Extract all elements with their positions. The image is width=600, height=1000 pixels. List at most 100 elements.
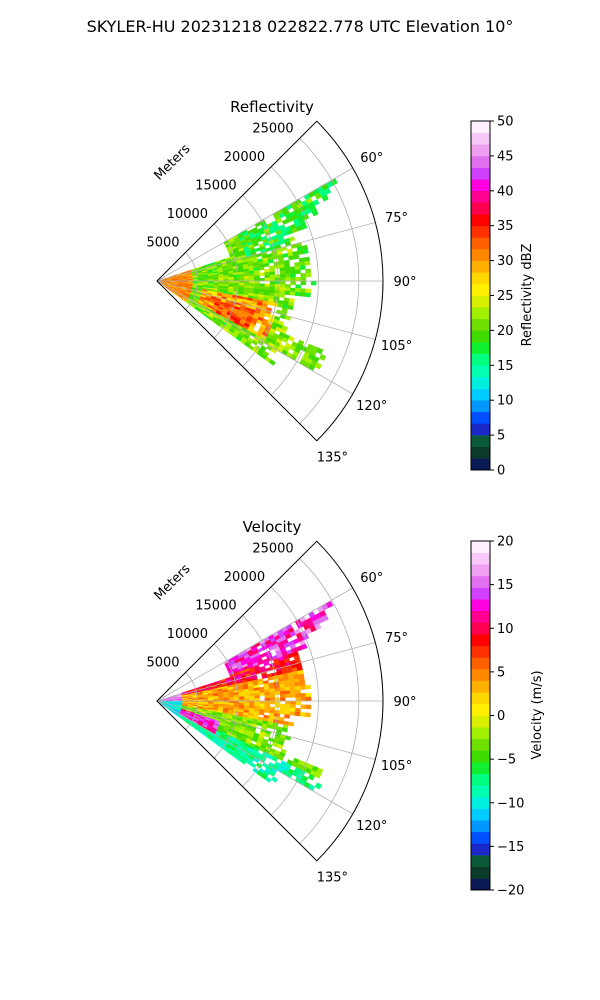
radar-cell [294,685,301,691]
colorbar-tick-label: 30 [497,254,514,269]
colorbar-label: Velocity (m/s) [530,670,545,759]
colorbar-segment [471,283,490,296]
panel-title: Velocity [243,518,302,536]
colorbar-segment [471,634,490,646]
radar-cell [264,691,271,696]
azimuth-gridline [156,167,353,282]
radar-cell [304,292,311,298]
radar-cell [243,275,250,279]
radar-cell [254,278,260,282]
radar-cell [269,700,276,705]
radar-cell [299,712,306,717]
radar-cell [295,288,301,293]
colorbar-segment [471,645,490,658]
radar-cell [305,692,312,698]
sector-outline [156,540,384,862]
colorbar-segment [471,878,490,891]
radar-cell [287,305,294,311]
radar-cell [259,283,266,287]
radar-cell [264,776,272,783]
radar-cell [249,762,257,769]
radar-cell [293,254,300,260]
colorbar-segment [471,248,490,261]
radar-cell [295,269,301,274]
colorbar-segment [471,785,490,798]
colorbar-tick-label: 10 [497,622,514,637]
azimuth-tick-label: 60° [360,571,383,586]
radar-cell [259,277,266,282]
radar-cell [289,686,296,691]
figure-suptitle: SKYLER-HU 20231218 022822.778 UTC Elevat… [87,17,514,36]
azimuth-gridline [156,280,376,340]
radar-cell [277,303,284,308]
colorbar-tick-label: −5 [497,753,516,768]
radar-cell [254,272,260,277]
radar-cell [300,223,308,230]
radar-cell [279,284,286,288]
colorbar-segment [471,400,490,413]
colorbar-tick-label: 40 [497,184,514,199]
radar-cell [305,288,312,294]
colorbar-segment [471,564,490,577]
radar-cell [300,288,306,293]
colorbar-segment [471,657,490,670]
radar-cell [269,271,276,276]
velocity-colorbar: −20 −15 −10 −5 0 5 10 15 20 [470,535,524,899]
radar-cell [284,287,291,292]
colorbar-tick-label: −10 [497,796,524,811]
radar-cell [300,704,307,710]
radar-cell [318,353,327,361]
radar-cell [314,782,323,790]
colorbar-segment [471,295,490,308]
colorbar-segment [471,272,490,285]
colorbar-segment [471,423,490,436]
colorbar-segment [471,866,490,879]
radar-cell [302,248,309,255]
radar-cell [279,707,286,712]
colorbar-tick-label: 45 [497,149,514,164]
colorbar-segment [471,132,490,145]
radar-cell [279,710,286,715]
radar-cell [259,703,266,707]
radar-cell [268,359,276,366]
radar-cell [300,276,307,282]
radar-cell [233,276,240,280]
radar-cell [254,700,260,704]
radar-cell [295,277,302,282]
radar-cell [264,277,271,282]
radial-tick-label: 20000 [224,150,265,165]
reflectivity-colorbar: 0 5 10 15 20 25 30 35 40 45 50 [470,115,514,479]
colorbar-tick-label: 0 [497,464,505,479]
radar-cell [299,292,306,297]
radar-cell [285,284,291,289]
radar-cell [233,696,240,700]
colorbar-segment [471,144,490,157]
colorbar-segment [471,727,490,740]
radar-cell [284,266,291,272]
colorbar-tick-label: −15 [497,840,524,855]
colorbar-segment [471,703,490,716]
radar-cell [271,776,278,783]
colorbar-tick-label: 10 [497,394,514,409]
colorbar-tick-label: 0 [497,709,505,724]
radar-cell [311,209,319,217]
radar-cell [314,362,323,370]
colorbar-segment [471,237,490,250]
radial-tick-label: 10000 [167,627,208,642]
radar-cell [310,280,317,286]
radar-cell [285,277,291,282]
radar-cell [263,263,270,268]
radar-cell [284,714,291,719]
velocity-sector: 5000 10000 15000 20000 25000 60° 75° 90° 105° 120… [146,540,417,885]
radar-cell [264,709,270,714]
radar-cell [307,773,315,781]
radar-cell [238,276,245,280]
radar-cell [264,703,271,708]
azimuth-tick-label: 60° [360,151,383,166]
radar-cell [281,727,288,733]
colorbar-segment [471,411,490,424]
radar-cell [254,692,260,697]
colorbar-segment [471,622,490,635]
colorbar-segment [471,552,490,565]
radar-cell [284,290,291,296]
